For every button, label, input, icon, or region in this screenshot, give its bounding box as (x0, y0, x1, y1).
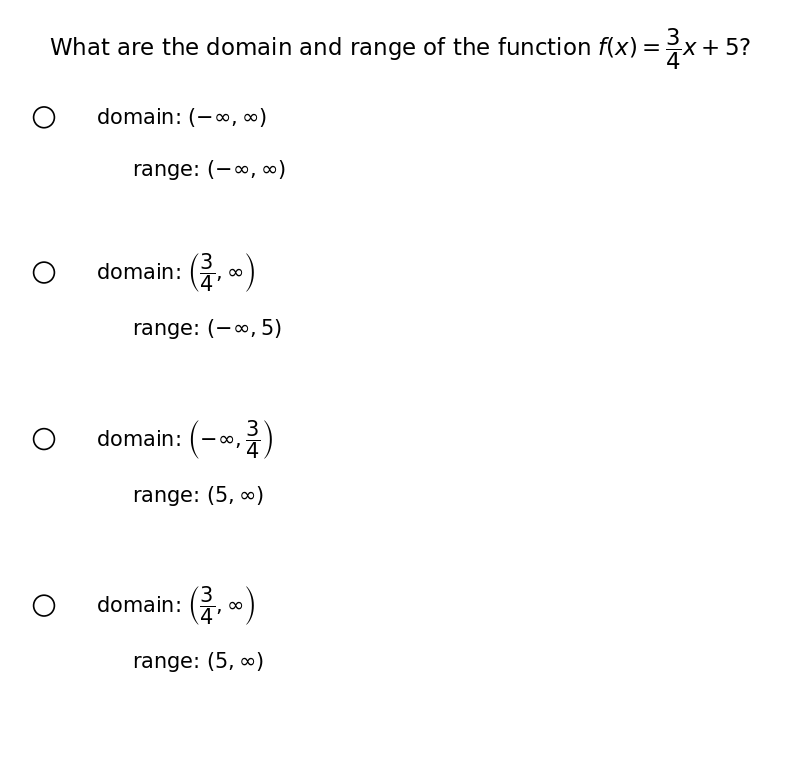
Text: range: $\left(5,\infty\right)$: range: $\left(5,\infty\right)$ (132, 484, 264, 508)
Text: domain: $\left(\dfrac{3}{4},\infty\right)$: domain: $\left(\dfrac{3}{4},\infty\right… (96, 251, 256, 294)
Text: range: $\left(5,\infty\right)$: range: $\left(5,\infty\right)$ (132, 650, 264, 674)
Text: What are the domain and range of the function $f(x) = \dfrac{3}{4}x+5$?: What are the domain and range of the fun… (49, 26, 751, 72)
Text: domain: $\left(\dfrac{3}{4},\infty\right)$: domain: $\left(\dfrac{3}{4},\infty\right… (96, 584, 256, 627)
Text: range: $\left(-\infty,5\right)$: range: $\left(-\infty,5\right)$ (132, 317, 282, 341)
Text: range: $\left(-\infty,\infty\right)$: range: $\left(-\infty,\infty\right)$ (132, 158, 286, 182)
Text: domain: $\left(-\infty,\infty\right)$: domain: $\left(-\infty,\infty\right)$ (96, 106, 267, 129)
Text: domain: $\left(-\infty,\dfrac{3}{4}\right)$: domain: $\left(-\infty,\dfrac{3}{4}\righ… (96, 418, 274, 460)
